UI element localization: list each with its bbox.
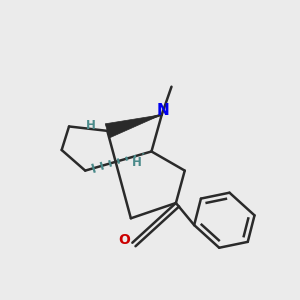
Text: H: H <box>85 119 95 132</box>
Polygon shape <box>105 115 162 138</box>
Text: N: N <box>157 103 169 118</box>
Text: H: H <box>132 156 142 169</box>
Text: O: O <box>118 233 130 248</box>
